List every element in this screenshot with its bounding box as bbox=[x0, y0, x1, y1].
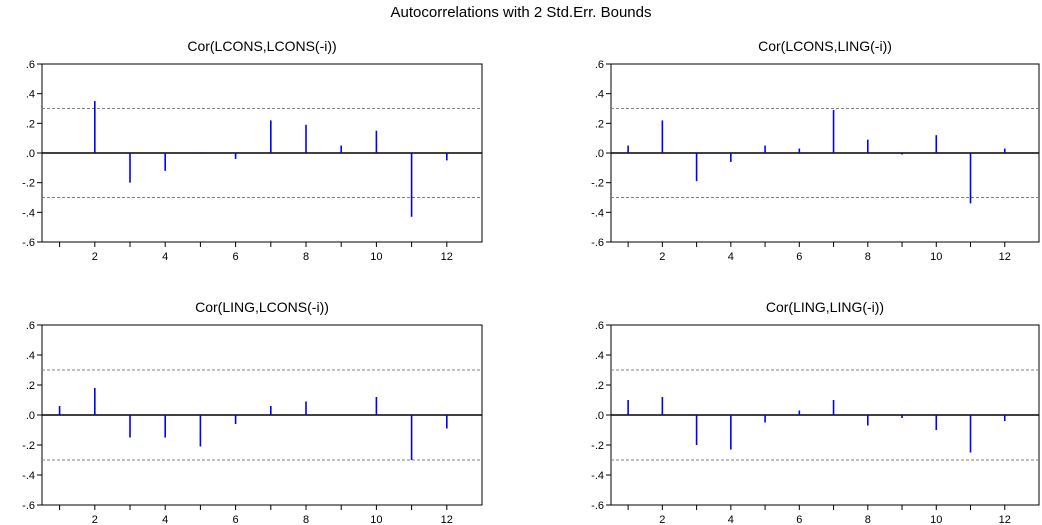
y-tick-label: .2 bbox=[595, 118, 604, 130]
x-tick-label: 4 bbox=[162, 251, 168, 263]
y-tick-label: -.6 bbox=[22, 500, 35, 512]
y-tick-label: .0 bbox=[26, 148, 35, 160]
x-tick-label: 8 bbox=[865, 251, 871, 263]
y-tick-label: -.6 bbox=[591, 500, 604, 512]
y-tick-label: -.4 bbox=[22, 470, 35, 482]
y-tick-label: -.4 bbox=[591, 207, 604, 219]
x-tick-label: 12 bbox=[999, 251, 1011, 263]
x-tick-label: 4 bbox=[162, 514, 168, 525]
y-tick-label: -.2 bbox=[591, 178, 604, 190]
x-tick-label: 6 bbox=[796, 251, 802, 263]
x-tick-label: 4 bbox=[728, 514, 734, 525]
y-tick-label: -.4 bbox=[22, 207, 35, 219]
y-tick-label: .2 bbox=[26, 118, 35, 130]
x-tick-label: 2 bbox=[92, 251, 98, 263]
x-tick-label: 8 bbox=[303, 514, 309, 525]
y-tick-label: .0 bbox=[26, 410, 35, 422]
y-tick-label: -.6 bbox=[591, 237, 604, 249]
chart-title: Cor(LING,LCONS(-i)) bbox=[195, 299, 329, 315]
y-tick-label: .6 bbox=[26, 59, 35, 71]
chart-title: Cor(LCONS,LING(-i)) bbox=[758, 38, 892, 54]
x-tick-label: 12 bbox=[441, 514, 453, 525]
y-tick-label: .6 bbox=[26, 320, 35, 332]
y-tick-label: .4 bbox=[595, 350, 604, 362]
x-tick-label: 10 bbox=[370, 514, 382, 525]
y-tick-label: -.2 bbox=[22, 178, 35, 190]
x-tick-label: 4 bbox=[728, 251, 734, 263]
y-tick-label: .0 bbox=[595, 410, 604, 422]
figure-title: Autocorrelations with 2 Std.Err. Bounds bbox=[390, 4, 652, 21]
x-tick-label: 10 bbox=[930, 251, 942, 263]
x-tick-label: 10 bbox=[370, 251, 382, 263]
y-tick-label: .4 bbox=[595, 89, 604, 101]
y-tick-label: -.4 bbox=[591, 470, 604, 482]
chart-panel-1: Cor(LCONS,LCONS(-i)) .6 .4 .2 .0 -.2 -.4 -.6 2 4 6… bbox=[22, 38, 483, 263]
x-tick-label: 2 bbox=[92, 514, 98, 525]
chart-title: Cor(LING,LING(-i)) bbox=[766, 299, 884, 315]
x-tick-label: 6 bbox=[233, 251, 239, 263]
x-tick-label: 12 bbox=[441, 251, 453, 263]
chart-panel-3: Cor(LING,LCONS(-i)) .6 .4 .2 .0 -.2 -.4 -.6 2 4 6 8… bbox=[22, 299, 483, 525]
x-tick-label: 12 bbox=[999, 514, 1011, 525]
x-tick-label: 2 bbox=[659, 251, 665, 263]
y-tick-label: .0 bbox=[595, 148, 604, 160]
x-tick-label: 2 bbox=[659, 514, 665, 525]
y-tick-label: .2 bbox=[26, 380, 35, 392]
x-tick-label: 8 bbox=[303, 251, 309, 263]
chart-panel-2: Cor(LCONS,LING(-i)) .6 .4 .2 .0 -.2 -.4 -.6 2 4 6 8… bbox=[591, 38, 1040, 263]
y-tick-label: .6 bbox=[595, 59, 604, 71]
y-tick-label: -.6 bbox=[22, 237, 35, 249]
x-tick-label: 10 bbox=[930, 514, 942, 525]
chart-panel-4: Cor(LING,LING(-i)) .6 .4 .2 .0 -.2 -.4 -.6 2 4 6 8 1… bbox=[591, 299, 1040, 525]
x-tick-label: 8 bbox=[865, 514, 871, 525]
y-tick-label: .4 bbox=[26, 89, 35, 101]
chart-title: Cor(LCONS,LCONS(-i)) bbox=[187, 38, 336, 54]
y-tick-label: .2 bbox=[595, 380, 604, 392]
x-tick-label: 6 bbox=[796, 514, 802, 525]
y-tick-label: .6 bbox=[595, 320, 604, 332]
y-tick-label: -.2 bbox=[591, 440, 604, 452]
x-tick-label: 6 bbox=[233, 514, 239, 525]
y-tick-label: .4 bbox=[26, 350, 35, 362]
y-tick-label: -.2 bbox=[22, 440, 35, 452]
